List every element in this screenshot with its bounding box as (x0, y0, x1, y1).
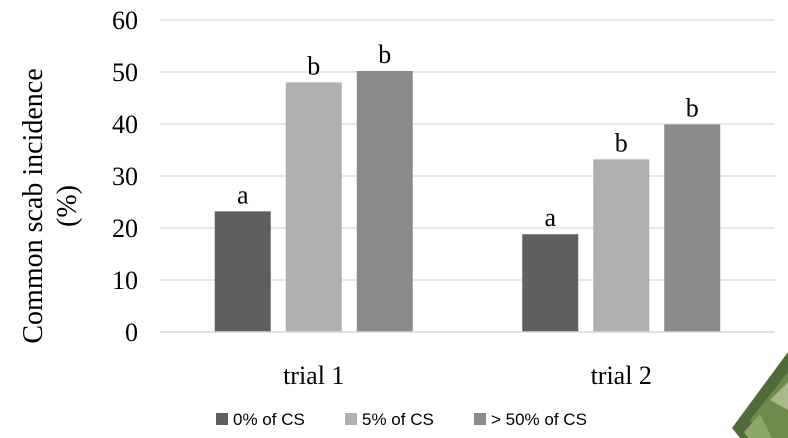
y-tick-label: 60 (112, 6, 138, 35)
y-axis-label: Common scab incidence (%) (18, 68, 83, 343)
legend-swatch (216, 413, 228, 425)
y-tick-label: 40 (112, 110, 138, 139)
y-axis-label-line-1: Common scab incidence (18, 68, 49, 343)
bar (214, 211, 271, 332)
x-axis-categories: trial 1 trial 2 (283, 361, 652, 390)
bar (522, 234, 579, 332)
significance-label: a (544, 203, 556, 232)
y-tick-label: 10 (112, 266, 138, 295)
significance-label: b (686, 94, 699, 123)
significance-label: b (307, 51, 320, 80)
photo-corner-fragment (732, 352, 788, 438)
bars (214, 70, 721, 333)
y-axis-ticks: 0 10 20 30 40 50 60 (112, 6, 138, 347)
significance-label: b (378, 40, 391, 69)
bar (593, 159, 650, 332)
bar (664, 124, 721, 333)
legend: 0% of CS 5% of CS > 50% of CS (216, 410, 587, 429)
y-tick-label: 50 (112, 58, 138, 87)
y-tick-label: 30 (112, 162, 138, 191)
legend-swatch (345, 413, 357, 425)
legend-label: 0% of CS (233, 410, 305, 429)
significance-label: b (615, 128, 628, 157)
significance-label: a (237, 180, 249, 209)
y-tick-label: 20 (112, 214, 138, 243)
significance-labels: a b b a b b (237, 40, 699, 232)
y-axis-label-line-2: (%) (52, 185, 83, 227)
x-category-label: trial 2 (591, 361, 652, 390)
bar (356, 70, 413, 333)
legend-swatch (474, 413, 486, 425)
legend-label: > 50% of CS (491, 410, 587, 429)
bar (285, 82, 342, 333)
y-tick-label: 0 (125, 318, 138, 347)
legend-label: 5% of CS (362, 410, 434, 429)
x-category-label: trial 1 (283, 361, 344, 390)
